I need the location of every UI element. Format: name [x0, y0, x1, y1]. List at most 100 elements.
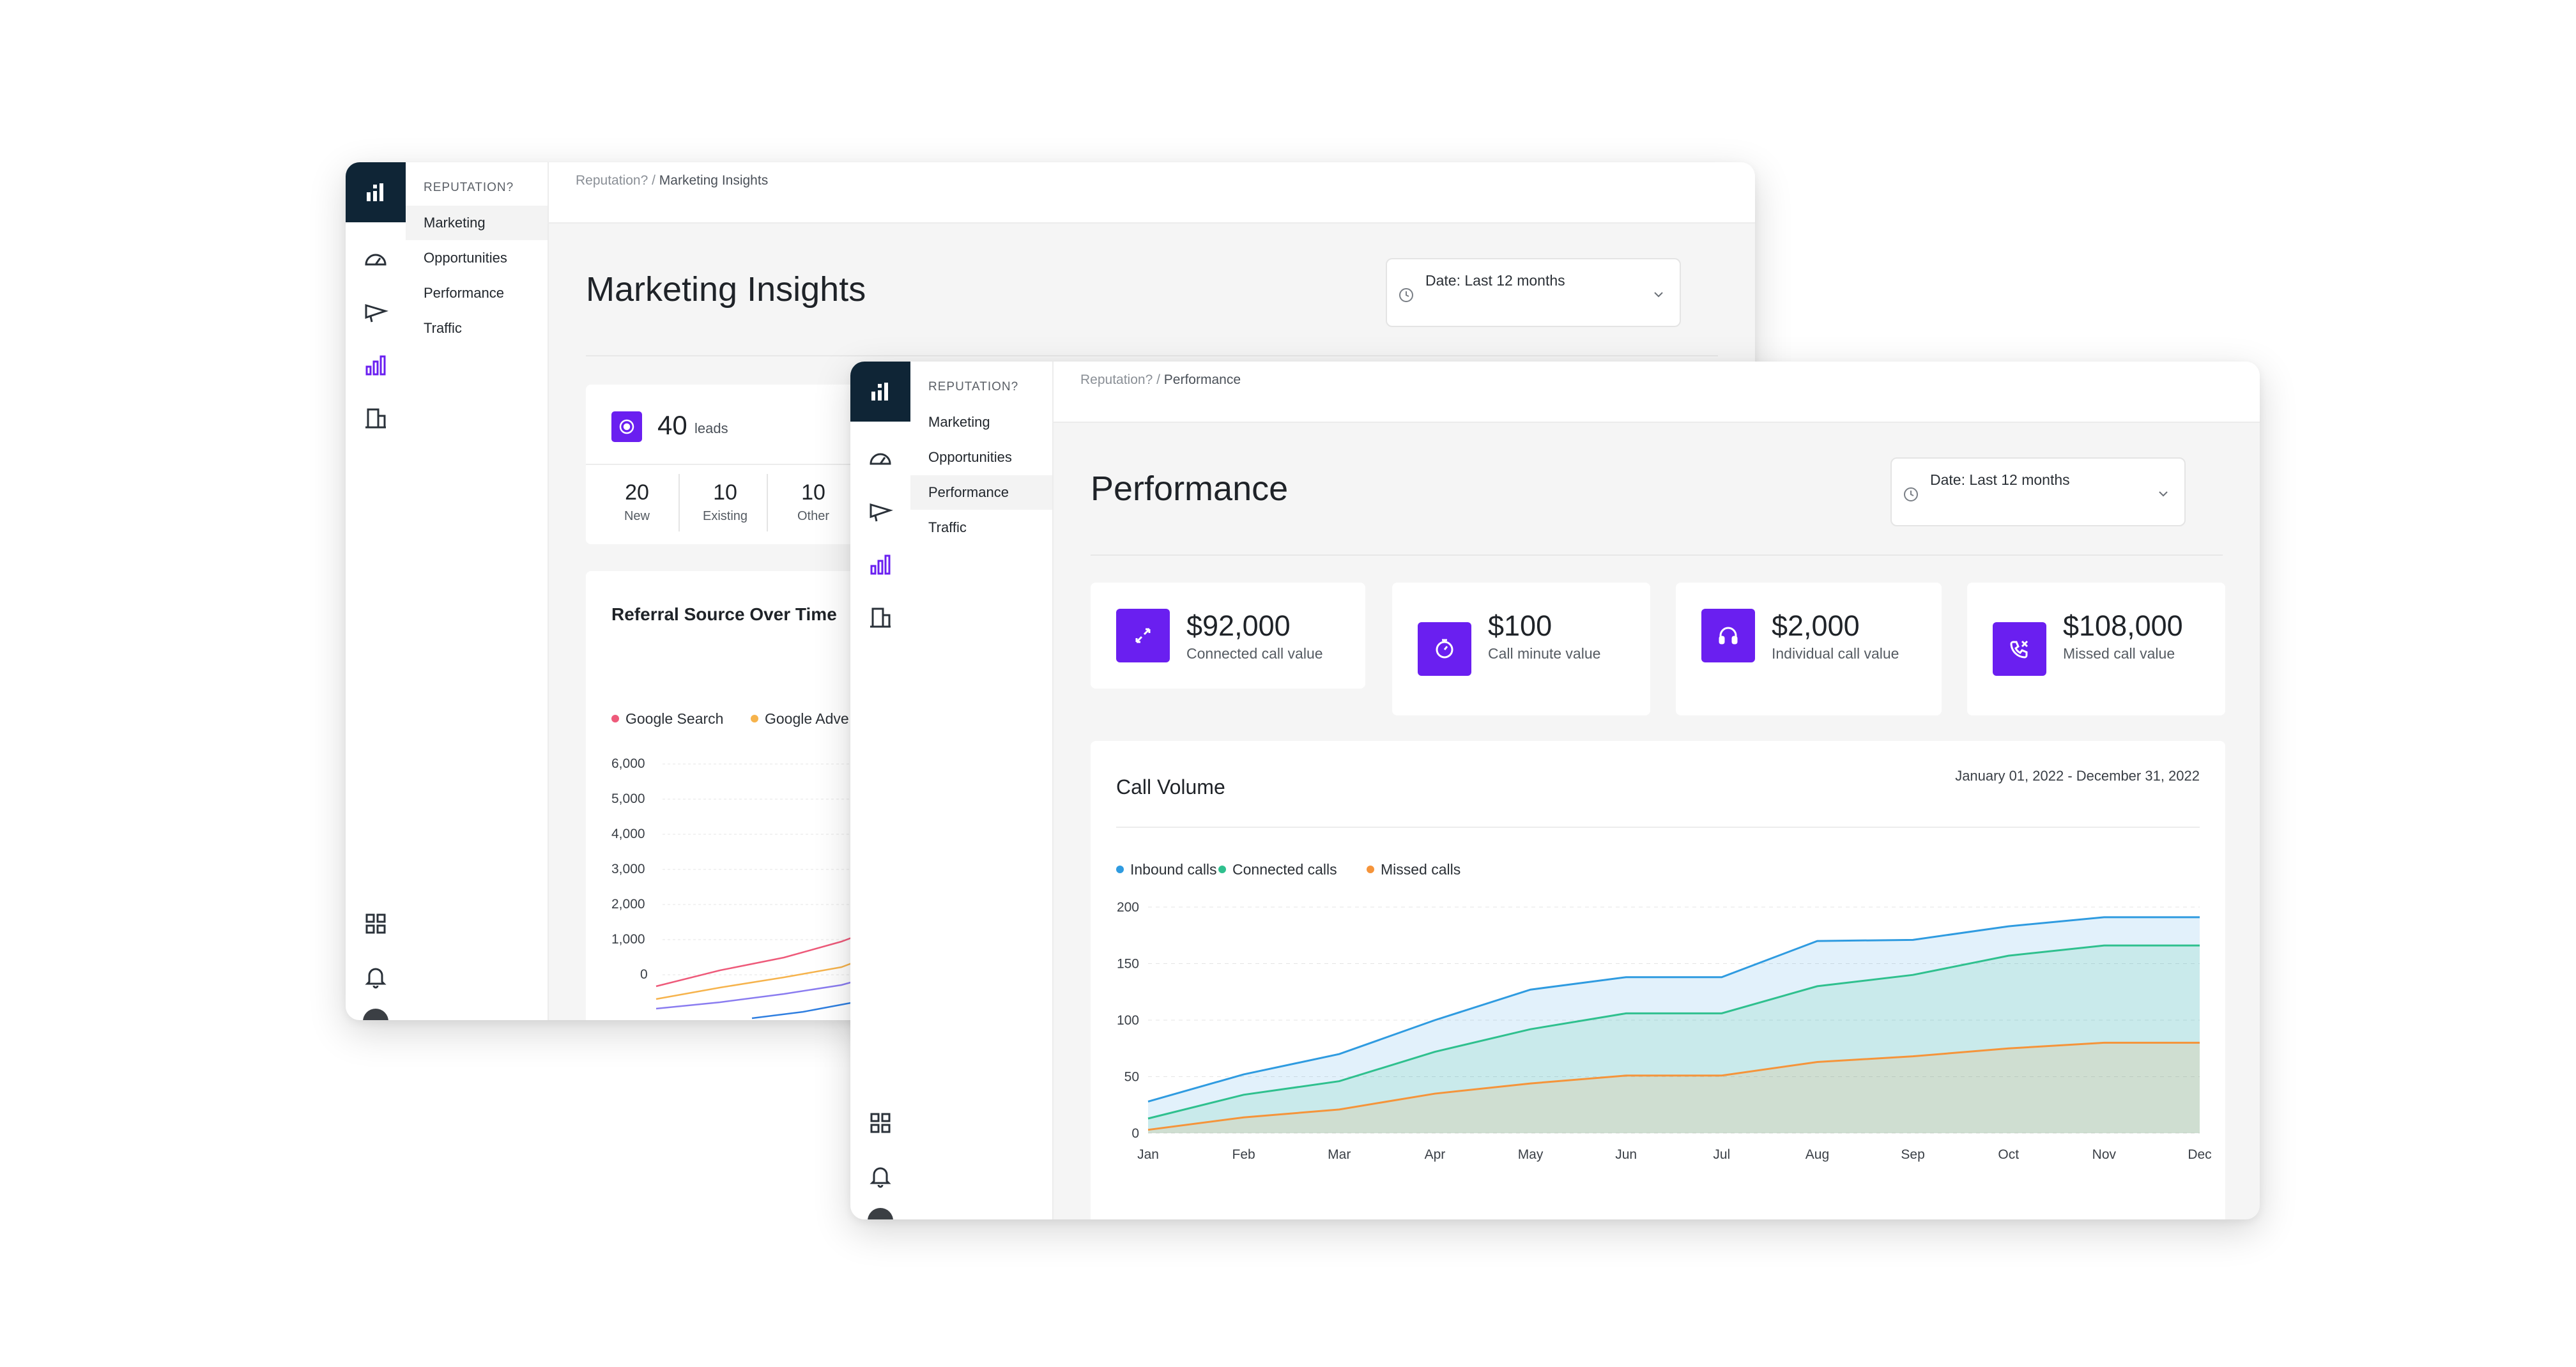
- legend-item[interactable]: Missed calls: [1367, 861, 1460, 878]
- x-tick-label: Dec: [2188, 1147, 2211, 1162]
- series-area: [1148, 1042, 2200, 1133]
- x-tick-label: Mar: [1328, 1147, 1351, 1162]
- legend-item[interactable]: Connected calls: [1218, 861, 1337, 878]
- legend-item[interactable]: Inbound calls: [1116, 861, 1217, 878]
- y-tick-label: 150: [1117, 957, 1139, 972]
- lead-stat-existing: 10 Existing: [687, 480, 763, 524]
- divider: [767, 474, 768, 531]
- x-tick-label: Sep: [1901, 1147, 1924, 1162]
- divider: [586, 355, 1718, 356]
- legend-label: Google Adve: [765, 710, 849, 727]
- breadcrumb-parent[interactable]: Reputation?: [1080, 372, 1153, 387]
- nav-item-marketing[interactable]: Marketing: [406, 206, 548, 240]
- top-bar: Reputation? / Performance: [1054, 362, 2260, 423]
- x-tick-label: Jan: [1137, 1147, 1159, 1162]
- series-line: [1147, 944, 2200, 1120]
- breadcrumb-current: Performance: [1163, 372, 1241, 387]
- date-range-select[interactable]: Date: Last 12 months: [1386, 258, 1681, 327]
- page-title: Performance: [1091, 470, 1289, 508]
- nav-item-traffic[interactable]: Traffic: [424, 320, 462, 336]
- avatar[interactable]: [363, 1009, 388, 1020]
- logo-icon[interactable]: [346, 162, 406, 222]
- breadcrumb: Reputation? / Marketing Insights: [576, 173, 768, 188]
- referral-chart: 6,000 5,000 4,000 3,000 2,000 1,000 0: [611, 756, 1033, 1020]
- stat-value: $100: [1488, 609, 1552, 642]
- icon-rail: [346, 162, 407, 1020]
- x-tick-label: Feb: [1232, 1147, 1255, 1162]
- avatar[interactable]: [868, 1208, 893, 1219]
- call-volume-chart: 0 50 100 150 200 Jan Feb Mar Apr May Jun Jul Aug Sep O…: [1117, 901, 2212, 1162]
- grid-icon[interactable]: [868, 1110, 893, 1136]
- legend-item[interactable]: Google Search: [611, 710, 723, 728]
- x-tick-label: Nov: [2092, 1147, 2117, 1162]
- divider: [1091, 554, 2223, 556]
- grid-icon[interactable]: [363, 911, 388, 936]
- date-range-select[interactable]: Date: Last 12 months: [1890, 457, 2186, 526]
- logo-icon[interactable]: [850, 362, 910, 422]
- lead-stat-other: 10 Other: [775, 480, 852, 524]
- stat-card-connected-call-value: $92,000 Connected call value: [1091, 583, 1365, 689]
- legend-dot: [1367, 865, 1374, 873]
- legend-label: Inbound calls: [1130, 861, 1217, 878]
- megaphone-icon[interactable]: [868, 499, 893, 524]
- nav-item-traffic[interactable]: Traffic: [928, 519, 967, 535]
- y-tick-label: 0: [1131, 1126, 1139, 1141]
- y-tick-label: 50: [1124, 1070, 1139, 1085]
- legend-dot: [1116, 865, 1124, 873]
- date-range-label: Date: Last 12 months: [1425, 272, 1565, 289]
- referral-chart-title: Referral Source Over Time: [611, 604, 837, 624]
- chevron-down-icon: [1654, 292, 1663, 298]
- y-tick-label: 100: [1117, 1013, 1139, 1028]
- y-tick: 5,000: [611, 791, 645, 806]
- page-title: Marketing Insights: [586, 270, 866, 309]
- nav-item-performance[interactable]: Performance: [424, 285, 504, 301]
- nav-item-opportunities[interactable]: Opportunities: [424, 250, 507, 266]
- stat-value: $108,000: [2063, 609, 2183, 642]
- lead-stat-label: Other: [797, 509, 830, 523]
- series-line: [1147, 1041, 2200, 1131]
- bar-chart-icon[interactable]: [363, 353, 388, 378]
- missed-call-icon: [1993, 622, 2046, 676]
- lead-stat-value: 10: [801, 480, 825, 505]
- breadcrumb-separator: /: [648, 173, 659, 188]
- lead-stat-label: Existing: [702, 509, 748, 523]
- nav-item-opportunities[interactable]: Opportunities: [928, 449, 1012, 465]
- breadcrumb-current: Marketing Insights: [659, 173, 769, 188]
- stat-label: Call minute value: [1488, 645, 1601, 662]
- call-volume-card: Call Volume January 01, 2022 - December …: [1091, 741, 2225, 1219]
- dashboard-gauge-icon[interactable]: [363, 247, 388, 272]
- clock-icon: [1904, 487, 1918, 501]
- date-range-label: Date: Last 12 months: [1930, 471, 2070, 488]
- bell-icon[interactable]: [363, 964, 388, 989]
- legend-label: Connected calls: [1232, 861, 1337, 878]
- main-content: Reputation? / Performance Performance Da…: [1054, 362, 2260, 1219]
- x-tick-label: Oct: [1998, 1147, 2019, 1162]
- bar-chart-icon[interactable]: [868, 552, 893, 577]
- nav-item-marketing[interactable]: Marketing: [928, 414, 990, 430]
- series-area: [1148, 945, 2200, 1133]
- megaphone-icon[interactable]: [363, 300, 388, 325]
- lead-stat-value: 10: [713, 480, 737, 505]
- nav-section-header: REPUTATION?: [424, 181, 514, 194]
- top-bar: Reputation? / Marketing Insights: [549, 162, 1755, 224]
- chevron-down-icon: [2159, 491, 2168, 497]
- dashboard-gauge-icon[interactable]: [868, 446, 893, 471]
- performance-window: REPUTATION? Marketing Opportunities Perf…: [850, 362, 2260, 1219]
- legend-dot: [751, 714, 758, 722]
- building-icon[interactable]: [363, 406, 388, 431]
- icon-rail: [850, 362, 912, 1219]
- legend-label: Google Search: [625, 710, 724, 727]
- stat-card-missed-call-value: $108,000 Missed call value: [1967, 583, 2225, 715]
- chart-title: Call Volume: [1116, 775, 1225, 798]
- building-icon[interactable]: [868, 605, 893, 630]
- lead-stat-new: 20 New: [599, 480, 675, 524]
- breadcrumb-parent[interactable]: Reputation?: [576, 173, 648, 188]
- nav-item-performance[interactable]: Performance: [910, 475, 1052, 510]
- nav-section-header: REPUTATION?: [928, 380, 1019, 393]
- legend-item[interactable]: Google Adve: [751, 710, 849, 728]
- divider: [586, 464, 905, 465]
- legend-label: Missed calls: [1381, 861, 1461, 878]
- chart-date-range: January 01, 2022 - December 31, 2022: [1955, 768, 2200, 784]
- timer-icon: [1418, 622, 1471, 676]
- bell-icon[interactable]: [868, 1163, 893, 1189]
